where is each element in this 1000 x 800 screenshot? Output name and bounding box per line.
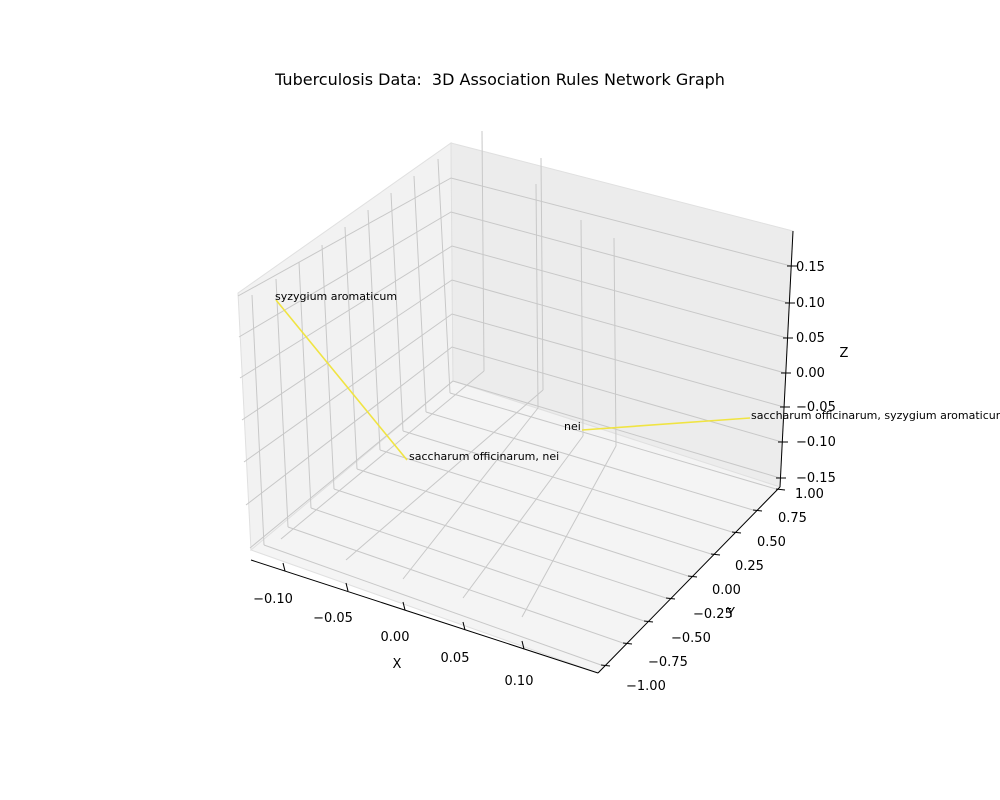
y-tick-label: −1.00 xyxy=(626,679,666,694)
y-tick xyxy=(665,597,676,600)
y-tick-label: 0.75 xyxy=(778,511,807,526)
z-tick-label: 0.05 xyxy=(796,331,825,346)
z-gridline xyxy=(245,346,783,506)
x-tick-label: 0.00 xyxy=(381,630,410,645)
z-axis-line xyxy=(779,230,794,488)
y-tick xyxy=(643,620,654,623)
z-gridline xyxy=(243,313,785,463)
gridlines xyxy=(237,130,792,666)
x-gridline xyxy=(345,389,544,561)
z-tick-label: 0.00 xyxy=(796,366,825,381)
z-tick-label: −0.10 xyxy=(796,435,836,450)
y-gridline xyxy=(425,411,754,511)
edge-line xyxy=(275,299,408,461)
y-gridline xyxy=(356,468,689,577)
y-tick xyxy=(731,531,742,534)
node-label: saccharum officinarum, nei xyxy=(409,450,559,463)
y-tick-label: 1.00 xyxy=(795,487,824,502)
x-gridline xyxy=(521,445,617,618)
x-tick-label: 0.10 xyxy=(505,674,534,689)
z-tick-label: −0.05 xyxy=(796,400,836,415)
y-gridline xyxy=(287,526,624,644)
y-gridline xyxy=(402,430,733,533)
y-wall-gridline xyxy=(437,158,451,394)
node-label: syzygium aromaticum xyxy=(275,290,397,303)
z-gridline xyxy=(238,211,790,338)
y-wall-gridline xyxy=(344,226,358,470)
edge-line xyxy=(581,417,751,431)
y-gridline xyxy=(379,449,712,555)
y-gridline xyxy=(333,488,667,599)
y-tick xyxy=(710,553,721,556)
y-wall-gridline xyxy=(298,261,312,509)
x-tick xyxy=(521,640,525,650)
x-tick xyxy=(462,621,466,631)
node-label: saccharum officinarum, syzygium aromatic… xyxy=(751,409,1000,422)
chart-title: Tuberculosis Data: 3D Association Rules … xyxy=(275,70,725,89)
x-tick xyxy=(282,562,286,572)
x-wall-gridline xyxy=(535,183,539,409)
y-wall-gridline xyxy=(321,244,335,490)
x-wall-gridline xyxy=(613,237,617,447)
z-gridline xyxy=(239,245,788,379)
y-axis-line xyxy=(597,486,781,674)
y-tick-label: 0.00 xyxy=(712,583,741,598)
z-gridline xyxy=(237,177,792,297)
z-gridline xyxy=(249,380,781,549)
x-gridline xyxy=(402,407,539,580)
y-axis-label: Y xyxy=(726,606,735,621)
x-axis-line xyxy=(250,559,599,674)
x-gridline xyxy=(280,370,485,540)
z-tick-label: 0.10 xyxy=(796,296,825,311)
y-wall-gridline xyxy=(275,278,289,528)
y-tick-label: −0.25 xyxy=(693,607,733,622)
z-axis-label: Z xyxy=(840,346,849,361)
node-labels: syzygium aromaticum saccharum officinarum… xyxy=(275,290,1000,463)
y-tick xyxy=(752,509,763,512)
network-edges xyxy=(275,299,751,461)
x-tick xyxy=(345,582,349,592)
y-wall-gridline xyxy=(413,175,427,413)
z-tick-label: 0.15 xyxy=(796,260,825,275)
node-label: nei xyxy=(564,420,581,433)
y-gridline xyxy=(449,392,777,490)
y-tick xyxy=(622,642,633,645)
x-tick-label: −0.05 xyxy=(313,611,353,626)
x-tick xyxy=(402,601,406,611)
y-tick xyxy=(775,488,786,491)
z-tick-label: −0.15 xyxy=(796,471,836,486)
y-tick-label: 0.25 xyxy=(735,559,764,574)
y-gridline xyxy=(310,507,645,622)
y-tick xyxy=(687,575,698,578)
y-tick-label: 0.50 xyxy=(757,535,786,550)
y-wall-gridline xyxy=(390,192,404,432)
y-tick-label: −0.75 xyxy=(648,655,688,670)
y-wall-gridline xyxy=(251,294,265,546)
z-gridline xyxy=(241,279,786,421)
y-tick xyxy=(600,664,611,667)
y-wall-gridline xyxy=(367,209,381,451)
x-wall-gridline xyxy=(580,219,584,437)
x-axis-label: X xyxy=(393,657,402,672)
y-gridline xyxy=(263,544,602,666)
x-gridline xyxy=(462,435,584,599)
y-tick-label: −0.50 xyxy=(671,631,711,646)
x-wall-gridline xyxy=(481,130,485,372)
x-tick-label: −0.10 xyxy=(253,592,293,607)
x-wall-gridline xyxy=(540,157,544,391)
x-tick-label: 0.05 xyxy=(441,651,470,666)
tick-marks: −0.10 −0.05 0.00 0.05 0.10 −1.00 −0.75 −0.50 −0.… xyxy=(253,260,836,694)
